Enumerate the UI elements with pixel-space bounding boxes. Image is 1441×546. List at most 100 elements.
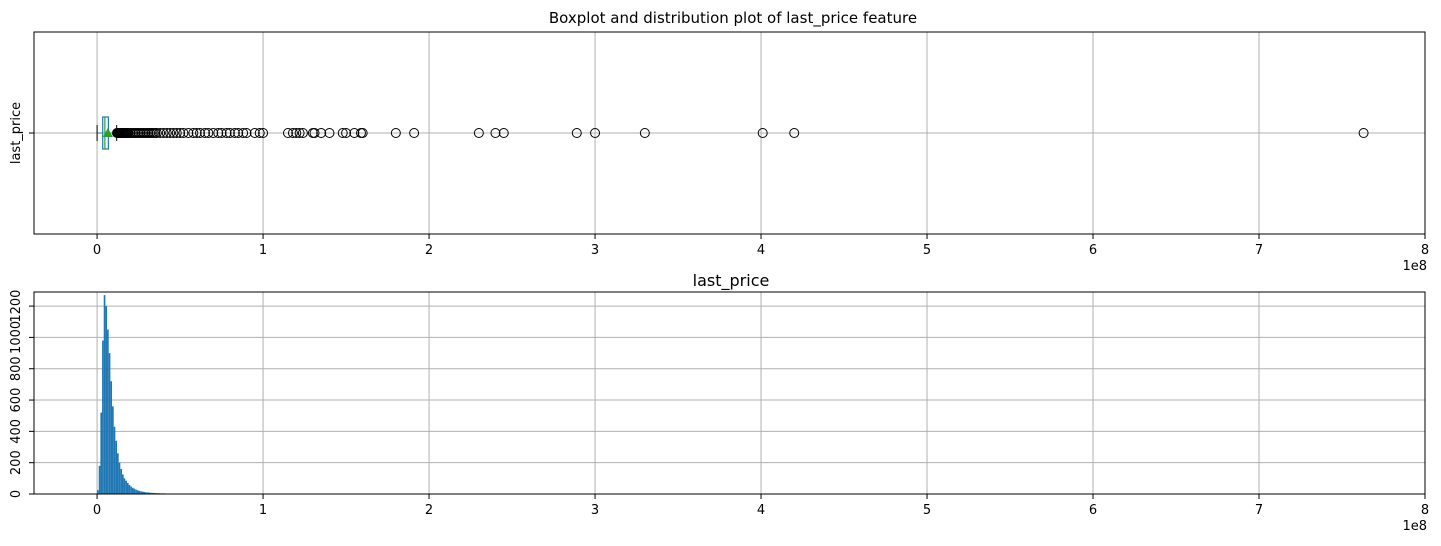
boxplot-outlier <box>168 128 179 138</box>
histogram-y-tick-label: 1000 <box>9 321 24 354</box>
boxplot-x-tick-label: 4 <box>757 243 765 258</box>
histogram-x-tick-label: 1 <box>259 503 267 518</box>
histogram-bars <box>97 295 197 494</box>
histogram-y-tick-label: 0 <box>9 490 24 498</box>
histogram-bar <box>98 465 101 494</box>
histogram-bar <box>116 453 119 494</box>
boxplot-outlier <box>229 128 240 138</box>
boxplot-outlier <box>249 128 260 138</box>
boxplot-outlier <box>194 128 205 138</box>
histogram-y-tick-label: 600 <box>9 388 24 413</box>
boxplot-marks <box>96 116 1369 150</box>
boxplot-outlier <box>238 128 249 138</box>
histogram-bar <box>141 491 144 494</box>
histogram-bar <box>146 492 149 494</box>
boxplot-outlier <box>287 128 298 138</box>
boxplot-outlier <box>199 128 210 138</box>
histogram-bar <box>108 353 111 494</box>
histogram-bar <box>121 474 124 494</box>
histogram-bar <box>143 491 146 494</box>
boxplot-outlier <box>337 128 348 138</box>
histogram-y-tick-label: 800 <box>9 356 24 381</box>
histogram-panel: last_price 0 1 2 3 4 5 6 7 8 0 200 400 600 800 100012… <box>9 271 1429 534</box>
boxplot-outlier <box>571 128 582 138</box>
histogram-y-tick-label: 200 <box>9 450 24 475</box>
boxplot-outlier <box>757 128 768 138</box>
boxplot-outlier <box>590 128 601 138</box>
boxplot-outlier <box>171 128 182 138</box>
boxplot-outlier <box>155 128 166 138</box>
boxplot-title: Boxplot and distribution plot of last_pr… <box>549 9 917 28</box>
histogram-x-tick-label: 2 <box>425 503 433 518</box>
boxplot-outlier <box>216 128 227 138</box>
histogram-x-tick-label: 8 <box>1421 503 1429 518</box>
boxplot-outlier <box>208 128 219 138</box>
histogram-bar <box>151 492 154 494</box>
histogram-bar <box>110 381 113 494</box>
histogram-y-tick-label: 1200 <box>9 290 24 323</box>
boxplot-mean-marker <box>102 128 113 137</box>
boxplot-outlier <box>316 128 327 138</box>
boxplot-outlier <box>297 128 308 138</box>
boxplot-x-tick-label: 1 <box>259 243 267 258</box>
boxplot-outlier <box>1358 128 1369 138</box>
histogram-bar <box>125 480 127 494</box>
boxplot-x-tick-label: 2 <box>425 243 433 258</box>
boxplot-outlier <box>282 128 293 138</box>
boxplot-outlier <box>178 128 189 138</box>
boxplot-x-tick-label: 0 <box>93 243 101 258</box>
boxplot-outlier <box>490 128 501 138</box>
histogram-x-tick-label: 5 <box>923 503 931 518</box>
boxplot-outlier <box>191 128 202 138</box>
boxplot-outlier <box>151 128 162 138</box>
histogram-bar <box>128 484 131 494</box>
boxplot-outlier <box>213 128 224 138</box>
boxplot-outlier <box>324 128 335 138</box>
boxplot-outlier <box>221 128 232 138</box>
boxplot-panel: Boxplot and distribution plot of last_pr… <box>9 9 1429 274</box>
histogram-bar <box>130 486 132 494</box>
boxplot-outlier <box>241 128 252 138</box>
histogram-bar <box>112 406 114 494</box>
boxplot-x-tick-label: 6 <box>1089 243 1097 258</box>
boxplot-y-label: last_price <box>9 102 24 164</box>
histogram-bar <box>126 483 129 494</box>
histogram-bar <box>135 489 137 494</box>
histogram-bar <box>100 412 103 494</box>
boxplot-outlier <box>165 128 176 138</box>
boxplot-outlier <box>161 128 172 138</box>
boxplot-outlier <box>639 128 650 138</box>
boxplot-outlier <box>409 128 420 138</box>
histogram-title: last_price <box>693 271 770 291</box>
boxplot-outlier <box>233 128 244 138</box>
histogram-bar <box>140 491 142 494</box>
histogram-x-tick-label: 0 <box>93 503 101 518</box>
boxplot-outlier <box>291 128 302 138</box>
histogram-bar <box>115 440 117 494</box>
boxplot-x-tick-label: 5 <box>923 243 931 258</box>
histogram-bar <box>120 468 122 494</box>
boxplot-outlier <box>175 128 186 138</box>
histogram-axes-frame <box>33 291 1426 495</box>
histogram-bar <box>97 490 99 494</box>
histogram-bar <box>131 487 134 494</box>
boxplot-outlier <box>341 128 352 138</box>
histogram-bar <box>148 492 151 494</box>
histogram-bar <box>150 492 152 494</box>
histogram-bar <box>103 295 106 494</box>
boxplot-outlier <box>498 128 509 138</box>
boxplot-outlier <box>224 128 235 138</box>
histogram-bar <box>136 490 139 494</box>
histogram-bar <box>145 492 147 494</box>
histogram-y-tick-label: 400 <box>9 419 24 444</box>
histogram-bar <box>138 490 141 494</box>
boxplot-outlier <box>349 128 360 138</box>
boxplot-outlier <box>473 128 484 138</box>
histogram-x-offset: 1e8 <box>1402 519 1427 534</box>
histogram-bar <box>107 329 109 494</box>
boxplot-x-ticks: 0 1 2 3 4 5 6 7 8 <box>29 132 1429 258</box>
boxplot-outlier <box>390 128 401 138</box>
histogram-x-tick-label: 7 <box>1255 503 1263 518</box>
